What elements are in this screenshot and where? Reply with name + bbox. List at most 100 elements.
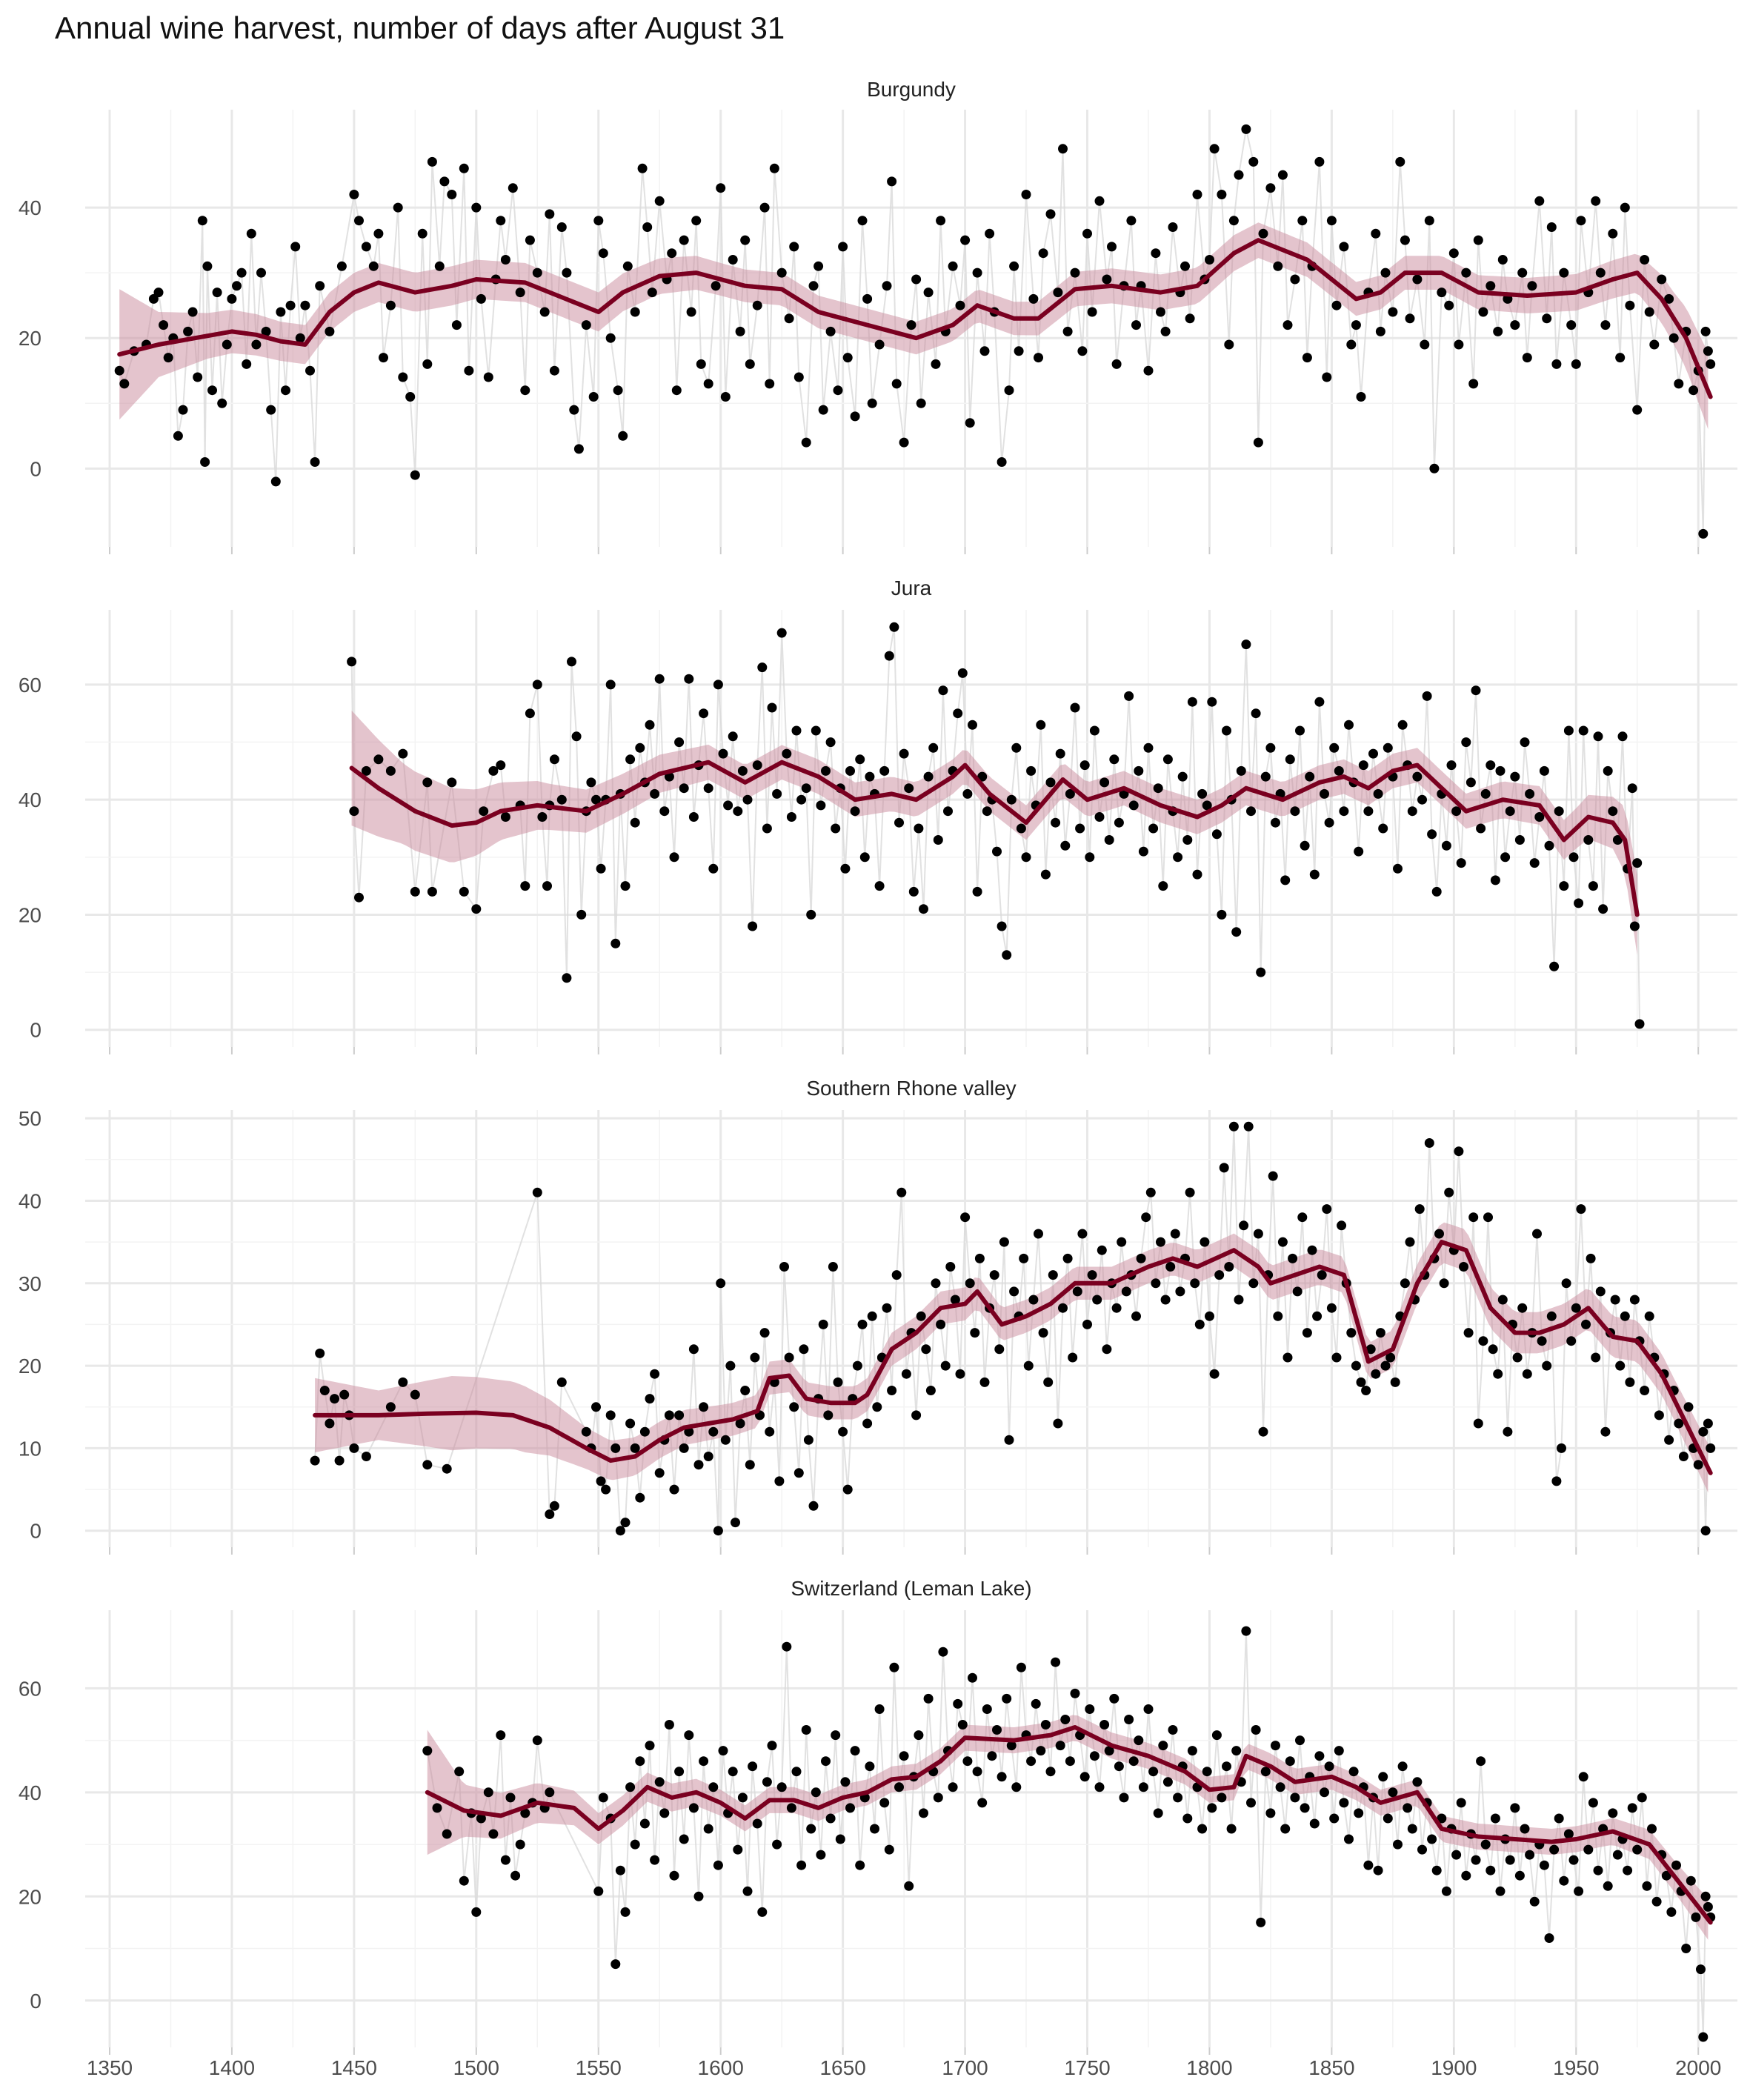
data-point	[862, 1418, 873, 1429]
data-point	[200, 457, 210, 467]
data-point	[573, 444, 584, 454]
data-point	[556, 222, 567, 232]
data-point	[850, 1746, 860, 1756]
data-point	[987, 1751, 997, 1761]
data-point	[1666, 1907, 1677, 1917]
facet-panel: Southern Rhone valley 0 10 20 30 40 50	[19, 1077, 1737, 1555]
data-point	[1290, 806, 1300, 817]
data-point	[650, 1369, 660, 1379]
data-point	[1111, 359, 1122, 369]
data-point	[1588, 1798, 1598, 1808]
data-point	[997, 921, 1007, 931]
data-point	[642, 222, 653, 232]
data-point	[1495, 1886, 1506, 1896]
data-point	[1099, 1720, 1110, 1729]
data-point	[1031, 1698, 1041, 1709]
data-point	[1302, 1328, 1312, 1338]
data-point	[1248, 156, 1259, 167]
data-point	[1256, 967, 1266, 977]
data-point	[1698, 528, 1709, 539]
data-point	[1187, 1746, 1197, 1756]
data-point	[659, 1808, 670, 1818]
data-point	[943, 806, 953, 817]
data-point	[669, 1870, 679, 1881]
data-point	[1222, 1761, 1231, 1772]
data-point	[928, 742, 939, 753]
data-point	[1085, 852, 1095, 863]
data-point	[1497, 1295, 1508, 1305]
data-point	[520, 881, 530, 891]
data-point	[699, 1756, 709, 1767]
data-point	[569, 405, 579, 415]
data-point	[711, 281, 721, 291]
data-point	[1485, 760, 1496, 771]
data-point	[1546, 222, 1557, 232]
data-point	[1058, 1303, 1068, 1313]
data-point	[808, 281, 819, 291]
data-point	[979, 346, 990, 356]
data-point	[757, 1907, 768, 1917]
data-point	[1228, 1121, 1239, 1132]
data-point	[1079, 760, 1090, 771]
data-point	[325, 326, 335, 336]
data-point	[373, 228, 384, 239]
data-point	[782, 748, 792, 759]
data-point	[1454, 1146, 1464, 1157]
data-point	[571, 731, 582, 742]
data-point	[349, 1443, 359, 1453]
data-point	[948, 261, 958, 271]
data-point	[1151, 1278, 1161, 1289]
data-point	[1158, 881, 1168, 891]
data-point	[1192, 190, 1202, 199]
data-point	[1265, 183, 1276, 193]
data-point	[664, 1720, 674, 1729]
data-point	[1134, 765, 1144, 776]
data-point	[765, 379, 775, 389]
data-point	[1302, 353, 1312, 363]
data-point	[1339, 242, 1349, 252]
data-point	[379, 353, 388, 363]
data-point	[212, 288, 222, 298]
data-point	[992, 1725, 1002, 1735]
data-point	[349, 190, 359, 199]
data-point	[1351, 1360, 1361, 1371]
data-point	[789, 1402, 799, 1412]
data-point	[745, 359, 755, 369]
data-point	[1493, 1369, 1503, 1379]
data-point	[246, 228, 256, 239]
data-point	[1217, 1792, 1227, 1803]
data-point	[1476, 823, 1486, 834]
data-point	[1231, 1746, 1242, 1756]
data-point	[1048, 1270, 1058, 1280]
data-point	[1405, 1237, 1415, 1247]
data-point	[654, 1777, 665, 1787]
data-point	[500, 255, 510, 265]
data-point	[525, 708, 535, 719]
data-point	[496, 760, 506, 771]
data-point	[945, 1262, 956, 1272]
data-point	[1461, 1870, 1471, 1881]
data-point	[718, 1746, 728, 1756]
data-point	[899, 1751, 909, 1761]
data-point	[1241, 1626, 1251, 1636]
data-point	[1094, 196, 1105, 206]
data-point	[938, 1647, 948, 1657]
data-point	[454, 1767, 465, 1777]
data-point	[1021, 190, 1031, 199]
data-point	[1075, 823, 1085, 834]
data-point	[1314, 156, 1325, 167]
data-point	[1197, 1824, 1208, 1834]
data-point	[801, 1725, 811, 1735]
data-point	[855, 1860, 865, 1870]
data-point	[1595, 1286, 1606, 1297]
data-point	[1156, 307, 1165, 317]
data-point	[972, 268, 982, 278]
data-point	[422, 1746, 433, 1756]
data-point	[1691, 1912, 1701, 1922]
data-point	[1277, 170, 1288, 180]
data-point	[1615, 1360, 1626, 1371]
data-point	[742, 1886, 753, 1896]
data-point	[765, 1426, 775, 1437]
data-point	[159, 320, 169, 330]
data-point	[1571, 359, 1581, 369]
